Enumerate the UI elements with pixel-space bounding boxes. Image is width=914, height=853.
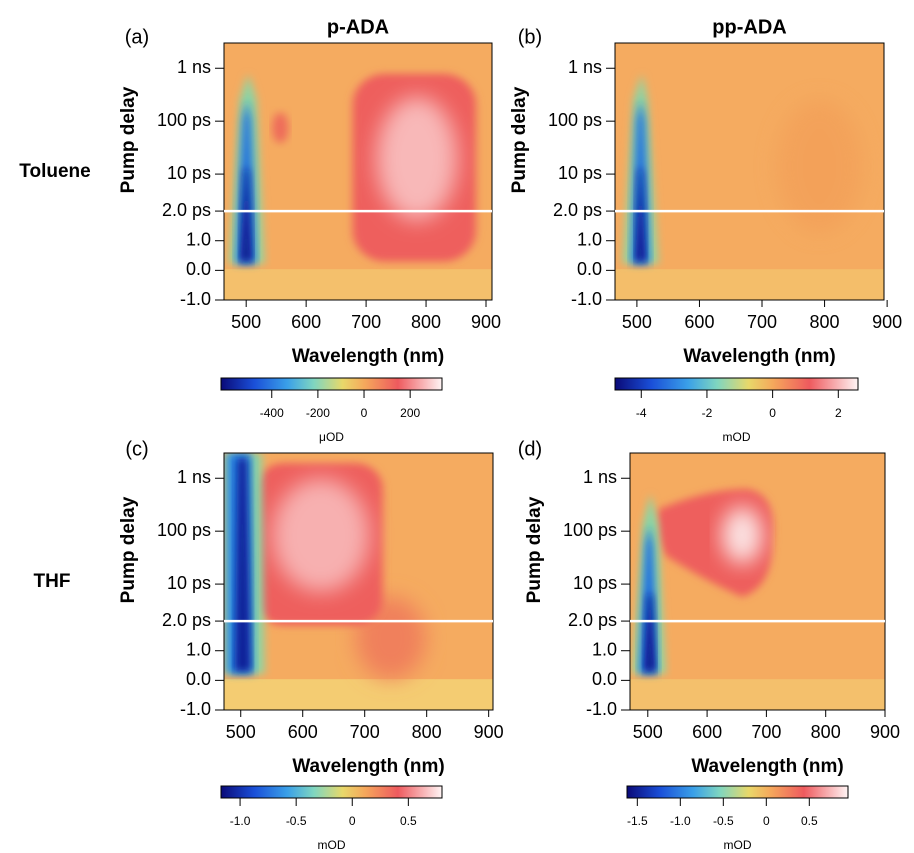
colorbar xyxy=(614,377,859,391)
row-label: THF xyxy=(34,571,71,592)
y-tick-label: 2.0 ps xyxy=(162,610,211,630)
y-tick-label: 10 ps xyxy=(558,163,602,183)
colorbar-label: mOD xyxy=(723,430,751,444)
colorbar-tick-label: -2 xyxy=(702,406,713,420)
heatmap xyxy=(224,453,493,710)
y-tick-label: 2.0 ps xyxy=(568,610,617,630)
y-tick-label: 1 ns xyxy=(568,57,602,77)
y-tick-label: 1.0 xyxy=(592,639,617,659)
x-tick-label: 500 xyxy=(622,312,652,332)
heatmap xyxy=(615,43,884,300)
colorbar-label: mOD xyxy=(318,838,346,852)
colorbar-tick-label: 0.5 xyxy=(801,814,818,828)
colorbar-tick-label: -4 xyxy=(636,406,647,420)
y-tick-label: 1.0 xyxy=(577,229,602,249)
y-tick-label: 1.0 xyxy=(186,229,211,249)
y-tick-label: 1 ns xyxy=(583,467,617,487)
colorbar-tick-label: -1.5 xyxy=(627,814,648,828)
colorbar-tick-label: 0 xyxy=(769,406,776,420)
y-tick-label: -1.0 xyxy=(180,699,211,719)
x-tick-label: 800 xyxy=(411,312,441,332)
y-tick-label: 2.0 ps xyxy=(162,200,211,220)
panel-label: (b) xyxy=(518,26,542,48)
x-tick-label: 800 xyxy=(412,722,442,742)
colorbar-tick-label: 0 xyxy=(349,814,356,828)
y-tick-label: 10 ps xyxy=(167,573,211,593)
y-tick-label: 0.0 xyxy=(577,259,602,279)
y-tick-label: 10 ps xyxy=(573,573,617,593)
colorbar-label: mOD xyxy=(724,838,752,852)
colorbar xyxy=(220,377,443,391)
panel-label: (c) xyxy=(125,438,148,460)
panel-label: (d) xyxy=(518,438,542,460)
y-tick-label: 0.0 xyxy=(186,259,211,279)
x-tick-label: 900 xyxy=(870,722,900,742)
x-tick-label: 900 xyxy=(474,722,504,742)
x-tick-label: 800 xyxy=(810,312,840,332)
x-tick-label: 700 xyxy=(747,312,777,332)
colorbar-tick-label: 200 xyxy=(400,406,420,420)
colorbar-tick-label: -1.0 xyxy=(670,814,691,828)
x-axis-title: Wavelength (nm) xyxy=(683,346,835,367)
plot-frame xyxy=(614,42,885,301)
heatmap xyxy=(224,43,492,300)
x-axis-title: Wavelength (nm) xyxy=(292,346,444,367)
colorbar-tick-label: -400 xyxy=(260,406,284,420)
y-axis-title: Pump delay xyxy=(118,496,139,603)
colorbar xyxy=(626,785,849,799)
y-tick-label: 100 ps xyxy=(563,520,617,540)
x-tick-label: 900 xyxy=(471,312,501,332)
y-tick-label: 100 ps xyxy=(157,520,211,540)
y-tick-label: 0.0 xyxy=(186,669,211,689)
colorbar-tick-label: -200 xyxy=(306,406,330,420)
y-tick-label: 1.0 xyxy=(186,639,211,659)
x-tick-label: 800 xyxy=(811,722,841,742)
x-tick-label: 600 xyxy=(684,312,714,332)
x-tick-label: 900 xyxy=(872,312,902,332)
colorbar xyxy=(220,785,443,799)
y-tick-label: 10 ps xyxy=(167,163,211,183)
y-tick-label: 100 ps xyxy=(548,110,602,130)
x-tick-label: 600 xyxy=(288,722,318,742)
y-axis-title: Pump delay xyxy=(509,86,530,193)
plot-frame xyxy=(223,452,494,711)
colorbar-tick-label: 0 xyxy=(763,814,770,828)
plot-frame xyxy=(629,452,886,711)
y-tick-label: -1.0 xyxy=(571,289,602,309)
colorbar-tick-label: 2 xyxy=(835,406,842,420)
y-tick-label: 100 ps xyxy=(157,110,211,130)
y-tick-label: 2.0 ps xyxy=(553,200,602,220)
x-axis-title: Wavelength (nm) xyxy=(691,756,843,777)
y-axis-title: Pump delay xyxy=(524,496,545,603)
y-tick-label: -1.0 xyxy=(586,699,617,719)
x-tick-label: 500 xyxy=(231,312,261,332)
x-axis-title: Wavelength (nm) xyxy=(292,756,444,777)
plot-frame xyxy=(223,42,493,301)
y-axis-title: Pump delay xyxy=(118,86,139,193)
y-tick-label: 0.0 xyxy=(592,669,617,689)
colorbar-tick-label: 0 xyxy=(361,406,368,420)
x-tick-label: 600 xyxy=(291,312,321,332)
x-tick-label: 500 xyxy=(226,722,256,742)
panel-title: p-ADA xyxy=(327,16,389,38)
x-tick-label: 700 xyxy=(351,312,381,332)
x-tick-label: 600 xyxy=(692,722,722,742)
panel-title: pp-ADA xyxy=(712,16,786,38)
colorbar-tick-label: -0.5 xyxy=(286,814,307,828)
x-tick-label: 700 xyxy=(350,722,380,742)
y-tick-label: 1 ns xyxy=(177,467,211,487)
colorbar-tick-label: -0.5 xyxy=(713,814,734,828)
colorbar-tick-label: -1.0 xyxy=(230,814,251,828)
colorbar-tick-label: 0.5 xyxy=(400,814,417,828)
row-label: Toluene xyxy=(19,161,90,182)
x-tick-label: 500 xyxy=(633,722,663,742)
x-tick-label: 700 xyxy=(751,722,781,742)
panel-label: (a) xyxy=(125,26,149,48)
y-tick-label: -1.0 xyxy=(180,289,211,309)
y-tick-label: 1 ns xyxy=(177,57,211,77)
heatmap xyxy=(630,453,885,710)
colorbar-label: μOD xyxy=(319,430,344,444)
